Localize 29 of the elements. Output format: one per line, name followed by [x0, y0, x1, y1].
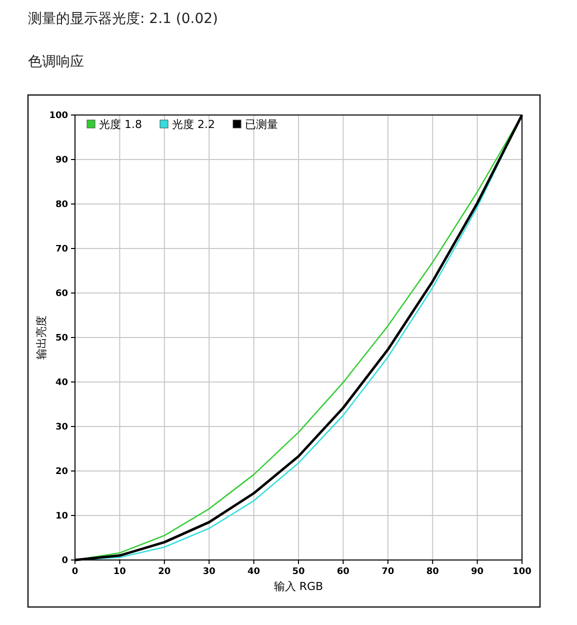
x-axis-title: 输入 RGB [274, 580, 324, 593]
x-tick-label: 50 [292, 567, 305, 577]
x-tick-label: 90 [471, 567, 484, 577]
x-tick-label: 60 [336, 567, 350, 577]
x-tick-label: 70 [382, 567, 394, 577]
chart-title: 测量的显示器光度: 2.1 (0.02) [28, 11, 218, 27]
chart-subtitle: 色调响应 [28, 54, 84, 70]
x-tick-label: 100 [512, 567, 532, 577]
x-tick-label: 0 [72, 567, 78, 577]
y-tick-label: 90 [55, 156, 68, 166]
legend-label: 光度 1.8 [99, 118, 142, 131]
x-tick-label: 10 [113, 567, 126, 577]
y-tick-label: 20 [55, 467, 68, 477]
y-tick-label: 70 [55, 244, 68, 254]
legend-label: 光度 2.2 [172, 118, 215, 131]
y-tick-label: 30 [55, 422, 68, 432]
x-tick-label: 30 [202, 567, 216, 577]
y-tick-label: 100 [49, 111, 68, 121]
y-tick-label: 40 [55, 378, 68, 388]
y-tick-label: 80 [55, 200, 68, 210]
x-tick-label: 20 [158, 567, 171, 577]
legend-label: 已测量 [245, 118, 278, 131]
y-tick-label: 60 [55, 289, 68, 299]
y-tick-label: 0 [62, 556, 68, 566]
y-axis-title: 输出亮度 [35, 316, 48, 360]
y-tick-label: 10 [55, 512, 68, 522]
y-tick-label: 50 [55, 334, 68, 344]
x-tick-label: 40 [248, 567, 260, 577]
x-tick-label: 80 [426, 567, 439, 577]
